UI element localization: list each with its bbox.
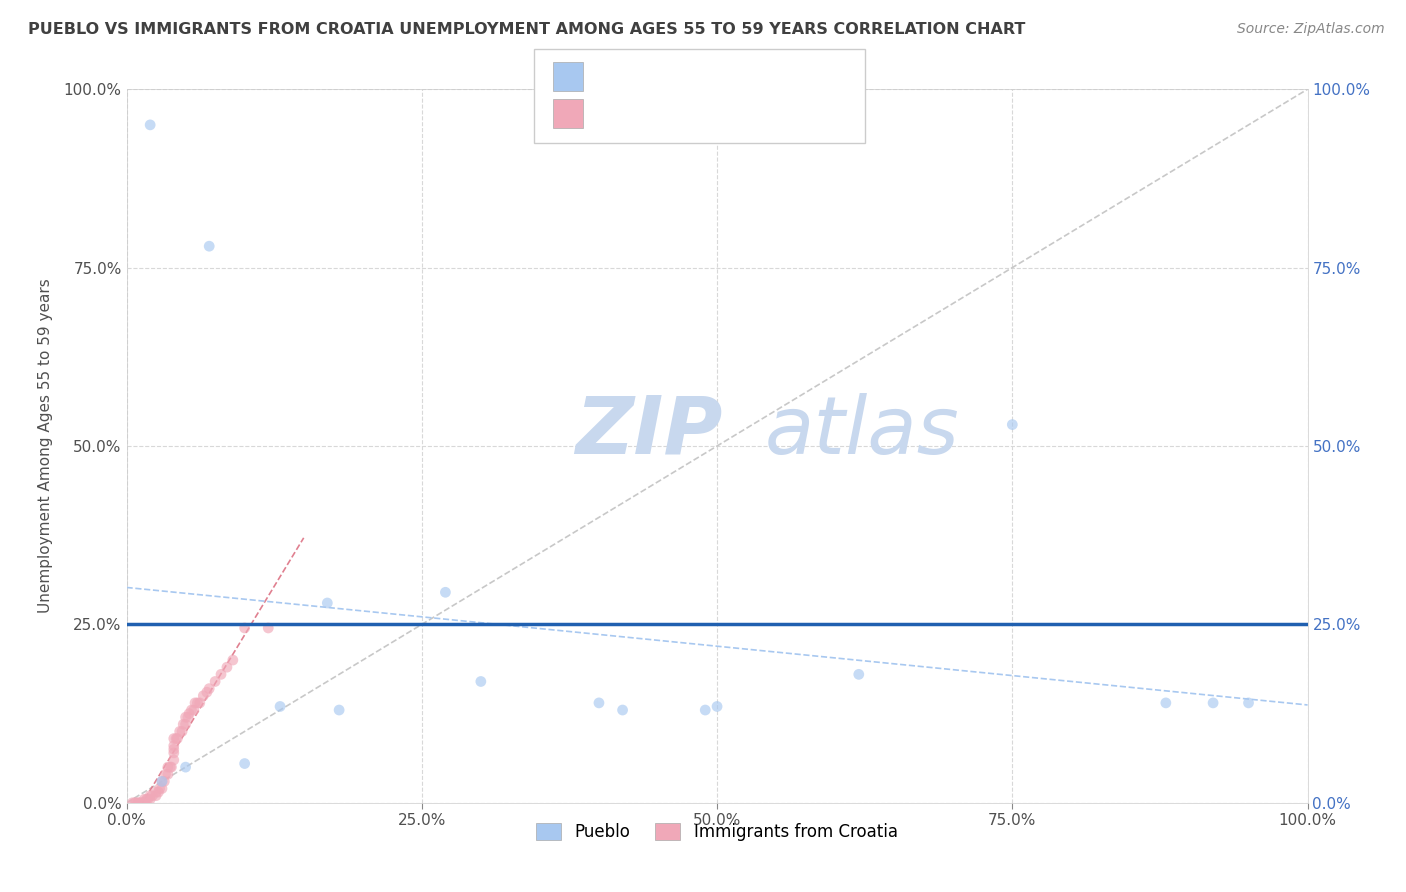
Point [174,760,197,774]
Text: Source: ZipAtlas.com: Source: ZipAtlas.com [1237,22,1385,37]
Point [139,789,162,803]
Point [257,621,280,635]
Point [159,760,181,774]
Point [198,681,221,696]
Point [209,667,232,681]
Text: 0.186: 0.186 [627,104,685,122]
Point [222,653,245,667]
Point [139,118,162,132]
Point [165,731,187,746]
Point [172,717,194,731]
Point [434,585,457,599]
Point [695,703,717,717]
Point [1001,417,1024,432]
Text: 57: 57 [716,104,741,122]
Text: 0.003: 0.003 [627,68,683,86]
Point [134,796,156,810]
Y-axis label: Unemployment Among Ages 55 to 59 years: Unemployment Among Ages 55 to 59 years [38,278,52,614]
Point [163,739,186,753]
Point [848,667,870,681]
Point [134,792,156,806]
Text: PUEBLO VS IMMIGRANTS FROM CROATIA UNEMPLOYMENT AMONG AGES 55 TO 59 YEARS CORRELA: PUEBLO VS IMMIGRANTS FROM CROATIA UNEMPL… [28,22,1025,37]
Point [156,767,179,781]
Point [125,796,148,810]
Point [150,781,173,796]
Point [141,789,163,803]
Point [233,756,256,771]
Point [328,703,350,717]
Point [233,621,256,635]
Point [156,760,179,774]
Point [184,696,207,710]
Point [150,774,173,789]
Text: N =: N = [669,68,717,86]
Point [215,660,238,674]
Point [174,717,197,731]
Point [145,785,167,799]
Point [134,796,156,810]
Point [131,796,153,810]
Point [204,674,226,689]
Point [148,785,170,799]
Point [193,689,215,703]
Text: ZIP: ZIP [575,392,723,471]
Point [136,792,159,806]
Legend: Pueblo, Immigrants from Croatia: Pueblo, Immigrants from Croatia [530,816,904,848]
Point [183,703,205,717]
Text: R =: R = [592,104,628,122]
Point [170,724,193,739]
Point [174,710,197,724]
Point [177,710,200,724]
Point [150,774,173,789]
Point [612,703,634,717]
Point [1237,696,1260,710]
Point [166,731,188,746]
Point [124,796,146,810]
Point [127,796,149,810]
Point [153,774,176,789]
Text: 30: 30 [716,68,741,86]
Point [149,781,172,796]
Point [121,796,143,810]
Point [470,674,492,689]
Point [198,239,221,253]
Point [706,699,728,714]
Point [135,792,157,806]
Point [134,796,156,810]
Text: N =: N = [669,104,717,122]
Point [163,742,186,756]
Point [588,696,610,710]
Point [1202,696,1225,710]
Point [134,796,156,810]
Point [155,767,177,781]
Point [169,724,191,739]
Point [145,789,167,803]
Point [1154,696,1177,710]
Point [160,760,183,774]
Point [316,596,339,610]
Point [180,703,202,717]
Point [163,731,186,746]
Point [186,696,208,710]
Point [129,796,152,810]
Text: atlas: atlas [765,392,959,471]
Point [195,685,218,699]
Point [163,746,186,760]
Point [179,706,201,721]
Point [188,696,211,710]
Point [139,792,162,806]
Point [163,753,186,767]
Point [269,699,291,714]
Text: R =: R = [592,68,628,86]
Point [127,796,149,810]
